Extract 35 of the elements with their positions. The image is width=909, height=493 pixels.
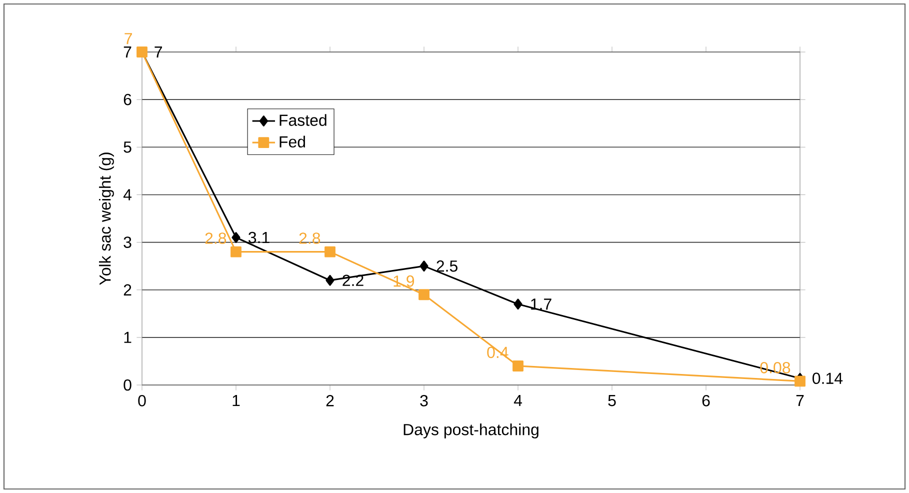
y-tick-label: 3 bbox=[124, 236, 132, 248]
legend-label: Fed bbox=[280, 136, 306, 148]
y-tick-label: 7 bbox=[124, 46, 132, 58]
y-axis-title: Yolk sac weight (g) bbox=[99, 152, 114, 285]
data-label: 2.5 bbox=[436, 260, 458, 272]
data-label: 2.8 bbox=[205, 232, 226, 244]
point bbox=[420, 260, 428, 272]
x-tick-label: 6 bbox=[702, 395, 710, 406]
data-label: 3.1 bbox=[248, 232, 270, 244]
point bbox=[418, 289, 430, 300]
point bbox=[794, 376, 806, 387]
legend-label: Fasted bbox=[280, 114, 326, 126]
y-tick-label: 2 bbox=[124, 284, 132, 296]
y-tick-label: 0 bbox=[124, 379, 132, 391]
data-label: 0.08 bbox=[760, 362, 790, 374]
y-tick-label: 1 bbox=[124, 332, 132, 343]
y-tick-label: 6 bbox=[124, 94, 132, 106]
point bbox=[514, 298, 522, 310]
point bbox=[326, 274, 334, 286]
x-tick-label: 0 bbox=[138, 395, 146, 406]
x-tick-label: 3 bbox=[420, 395, 428, 406]
data-label: 0.14 bbox=[812, 372, 843, 384]
y-tick-label: 4 bbox=[123, 189, 132, 200]
point bbox=[230, 246, 242, 258]
x-tick-label: 1 bbox=[232, 395, 240, 406]
data-label: 2.8 bbox=[299, 232, 320, 244]
x-tick-label: 5 bbox=[608, 395, 616, 406]
point bbox=[232, 232, 240, 243]
point bbox=[512, 360, 524, 372]
x-axis-title: Days post-hatching bbox=[404, 423, 538, 438]
x-tick-label: 2 bbox=[326, 395, 334, 406]
x-tick-label: 7 bbox=[796, 395, 804, 406]
y-tick-label: 5 bbox=[124, 142, 132, 153]
point bbox=[324, 246, 336, 258]
x-tick-label: 4 bbox=[514, 395, 522, 406]
